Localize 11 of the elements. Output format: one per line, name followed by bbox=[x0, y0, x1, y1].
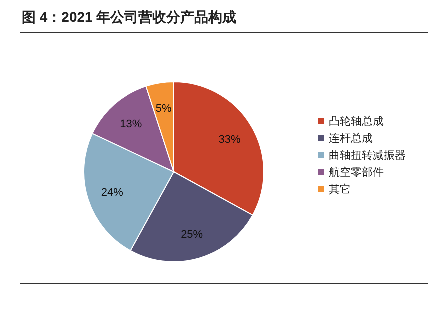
data-label: 24% bbox=[101, 187, 124, 200]
legend-label: 其它 bbox=[329, 183, 351, 196]
chart-title: 图 4：2021 年公司营收分产品构成 bbox=[22, 9, 237, 25]
legend-label: 航空零部件 bbox=[329, 166, 384, 179]
data-label: 33% bbox=[218, 134, 241, 146]
data-label: 25% bbox=[181, 229, 204, 242]
legend-label: 曲轴扭转减振器 bbox=[329, 149, 406, 162]
data-label: 13% bbox=[120, 118, 142, 130]
data-label: 5% bbox=[156, 103, 172, 115]
legend-label: 凸轮轴总成 bbox=[329, 115, 384, 128]
legend-label: 连杆总成 bbox=[329, 132, 373, 145]
